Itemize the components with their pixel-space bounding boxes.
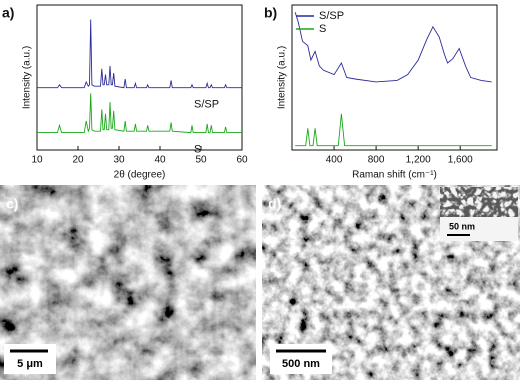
chart: a) 10 20 30 40 50 60 2θ (degree) Intensity (a.u.… bbox=[2, 4, 248, 181]
x-tick-label: 800 bbox=[368, 155, 385, 166]
panel-label: c) bbox=[6, 196, 18, 212]
x-tick-label: 1,600 bbox=[448, 155, 473, 166]
x-tick-label: 60 bbox=[236, 155, 248, 166]
scale-label: 5 μm bbox=[17, 358, 43, 370]
inset-scale-label: 50 nm bbox=[449, 221, 475, 231]
panel-label: a) bbox=[2, 5, 14, 21]
sem-image-c: c) 5 μm bbox=[0, 185, 256, 380]
sem-image-d: d) 50 nm 500 nm bbox=[262, 185, 520, 380]
x-axis-label: 2θ (degree) bbox=[114, 170, 166, 181]
series-line bbox=[37, 93, 242, 134]
panel-label: b) bbox=[264, 5, 277, 21]
plot-frame bbox=[36, 4, 243, 151]
scale-box bbox=[4, 344, 56, 374]
legend-label: S bbox=[319, 23, 326, 35]
series-line bbox=[295, 113, 492, 147]
x-tick-label: 40 bbox=[154, 155, 166, 166]
panel-label: d) bbox=[268, 196, 281, 212]
plot-frame bbox=[291, 4, 498, 151]
inset-particles bbox=[440, 187, 518, 217]
legend-label: S/SP bbox=[319, 10, 344, 22]
x-axis-label: Raman shift (cm⁻¹) bbox=[352, 170, 437, 181]
series-label: S/SP bbox=[194, 99, 219, 111]
chart: b) 400 800 1,200 1,600 Raman shift (cm⁻¹) Inte… bbox=[264, 4, 498, 181]
series-line bbox=[294, 12, 492, 83]
y-axis-label: Intensity (a.u.) bbox=[22, 46, 33, 109]
x-tick-label: 10 bbox=[31, 155, 43, 166]
x-tick-label: 30 bbox=[113, 155, 125, 166]
series-label: S bbox=[194, 144, 201, 156]
x-tick-label: 20 bbox=[72, 155, 84, 166]
x-tick-label: 400 bbox=[326, 155, 343, 166]
x-tick-label: 1,200 bbox=[406, 155, 431, 166]
scale-box bbox=[270, 344, 332, 374]
scale-label: 500 nm bbox=[282, 358, 320, 370]
y-axis-label: Intensity (a.u.) bbox=[277, 46, 288, 109]
series-line bbox=[37, 19, 242, 89]
x-tick-label: 50 bbox=[195, 155, 207, 166]
